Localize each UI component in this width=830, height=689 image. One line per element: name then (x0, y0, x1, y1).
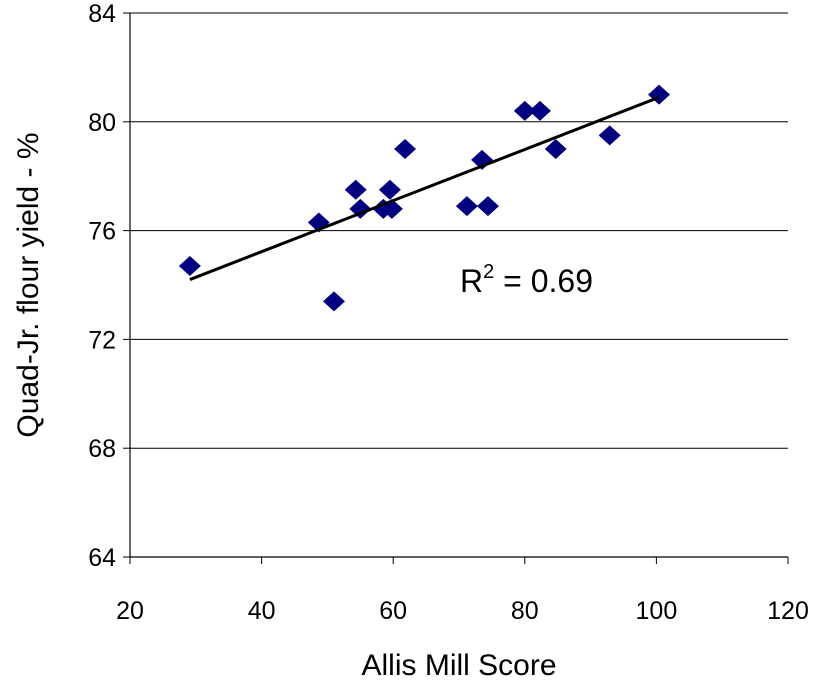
note-base: R (460, 263, 483, 299)
y-tick-label: 72 (88, 326, 116, 354)
x-tick-label: 100 (636, 597, 678, 625)
data-point (178, 255, 201, 276)
y-axis-title: Quad-Jr. flour yield - % (12, 132, 45, 437)
x-tick-label: 60 (379, 597, 407, 625)
data-point (322, 291, 345, 312)
y-tick-label: 76 (88, 218, 116, 246)
x-tick-label: 80 (511, 597, 539, 625)
y-tick-label: 80 (88, 109, 116, 137)
data-point (544, 139, 567, 159)
y-tick-label: 68 (88, 435, 116, 463)
x-tick-label: 120 (767, 597, 809, 625)
data-point (344, 179, 367, 200)
x-axis-title: Allis Mill Score (361, 649, 556, 682)
x-tick-label: 20 (116, 597, 144, 625)
data-point (378, 179, 401, 200)
data-point (598, 125, 621, 146)
note-rest: = 0.69 (494, 263, 593, 299)
data-point (528, 100, 551, 121)
note-superscript: 2 (483, 261, 494, 283)
r-squared-note: R2 = 0.69 (460, 261, 593, 299)
y-tick-label: 64 (88, 544, 116, 572)
data-point (476, 196, 499, 217)
data-point (513, 100, 536, 121)
y-tick-label: 84 (88, 0, 116, 28)
data-point (455, 196, 478, 217)
data-point (394, 139, 417, 159)
trendline (189, 95, 660, 281)
x-tick-label: 40 (248, 597, 276, 625)
data-point (349, 198, 372, 219)
